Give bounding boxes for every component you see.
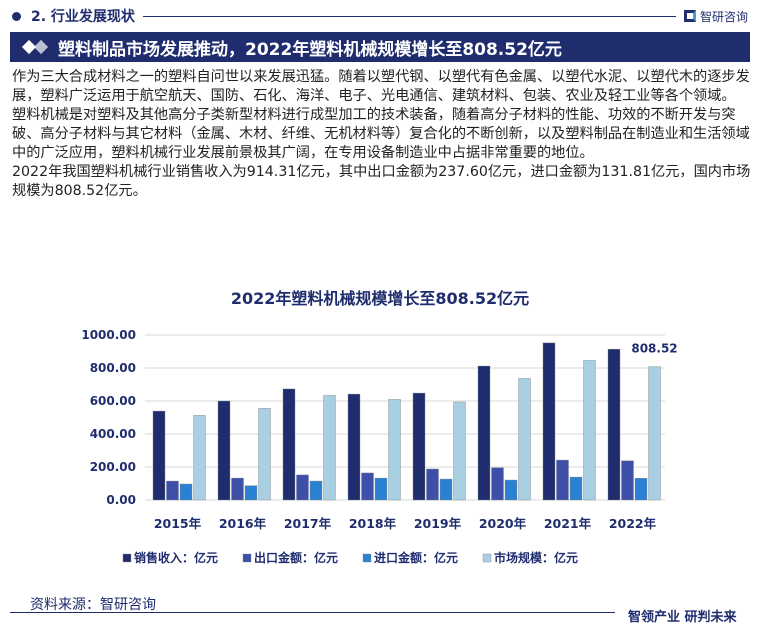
bar [282, 388, 296, 501]
legend-swatch [122, 553, 132, 563]
bar [258, 408, 271, 501]
paragraph: 2022年我国塑料机械行业销售收入为914.31亿元，其中出口金额为237.60… [12, 164, 751, 199]
footer-divider [10, 612, 615, 613]
banner: 塑料制品市场发展推动，2022年塑料机械规模增长至808.52亿元 [10, 32, 750, 62]
legend-label: 出口金额：亿元 [254, 550, 338, 565]
bar [477, 365, 491, 501]
bar [309, 480, 323, 501]
bar [569, 476, 583, 501]
bar [361, 472, 374, 501]
source-note: 资料来源：智研咨询 [30, 597, 156, 613]
legend-label: 市场规模：亿元 [494, 550, 578, 565]
bar [179, 483, 193, 501]
brand: 智研咨询 [683, 8, 748, 25]
bar [439, 478, 453, 501]
x-tick-label: 2016年 [219, 516, 267, 531]
bar [518, 378, 531, 501]
brand-name: 智研咨询 [699, 9, 748, 24]
bar [231, 477, 244, 501]
x-tick-label: 2015年 [154, 516, 202, 531]
legend-label: 销售收入：亿元 [134, 550, 218, 565]
x-tick-label: 2020年 [479, 516, 527, 531]
bar [347, 393, 361, 501]
bar [323, 395, 336, 501]
section-header: 2. 行业发展现状 智研咨询 [12, 6, 748, 26]
bar [217, 400, 231, 501]
bar [193, 415, 206, 501]
section-title: 2. 行业发展现状 [31, 9, 135, 25]
y-tick-label: 800.00 [90, 361, 136, 375]
x-tick-label: 2018年 [349, 516, 397, 531]
bar [542, 342, 556, 501]
bar [388, 399, 401, 501]
legend-swatch [482, 553, 492, 563]
bar [607, 348, 621, 501]
banner-title: 塑料制品市场发展推动，2022年塑料机械规模增长至808.52亿元 [58, 39, 562, 60]
y-tick-label: 200.00 [90, 460, 136, 474]
x-tick-label: 2019年 [414, 516, 462, 531]
legend-label: 进口金额：亿元 [374, 550, 458, 565]
slogan: 智领产业 研判未来 [628, 610, 737, 625]
legend-swatch [362, 553, 372, 563]
logo-icon [683, 10, 696, 22]
bar [244, 485, 258, 501]
bar [374, 477, 388, 501]
bar [426, 468, 439, 501]
bar [412, 392, 426, 501]
x-tick-label: 2017年 [284, 516, 332, 531]
y-tick-label: 0.00 [106, 493, 136, 507]
bar [504, 479, 518, 501]
bar [634, 478, 648, 501]
legend-swatch [242, 553, 252, 563]
bar [453, 401, 466, 501]
data-label: 808.52 [631, 342, 677, 356]
x-tick-label: 2022年 [609, 516, 657, 531]
body-text: 作为三大合成材料之一的塑料自问世以来发展迅猛。随着以塑代钢、以塑代有色金属、以塑… [12, 68, 752, 201]
x-tick-label: 2021年 [544, 516, 592, 531]
paragraph: 塑料机械是对塑料及其他高分子类新型材料进行成型加工的技术装备，随着高分子材料的性… [12, 107, 750, 161]
bar [296, 474, 309, 501]
bar [583, 360, 596, 501]
divider [142, 15, 676, 17]
bar [166, 480, 179, 501]
chart-title: 2022年塑料机械规模增长至808.52亿元 [231, 289, 529, 308]
bullet-icon [12, 11, 21, 21]
y-tick-label: 1000.00 [81, 328, 136, 342]
bar [152, 410, 166, 501]
bar [648, 366, 661, 501]
bar [491, 467, 504, 501]
bar [556, 459, 569, 501]
paragraph: 作为三大合成材料之一的塑料自问世以来发展迅猛。随着以塑代钢、以塑代有色金属、以塑… [12, 69, 750, 104]
y-tick-label: 400.00 [90, 427, 136, 441]
y-tick-label: 600.00 [90, 394, 136, 408]
bar [621, 460, 634, 501]
